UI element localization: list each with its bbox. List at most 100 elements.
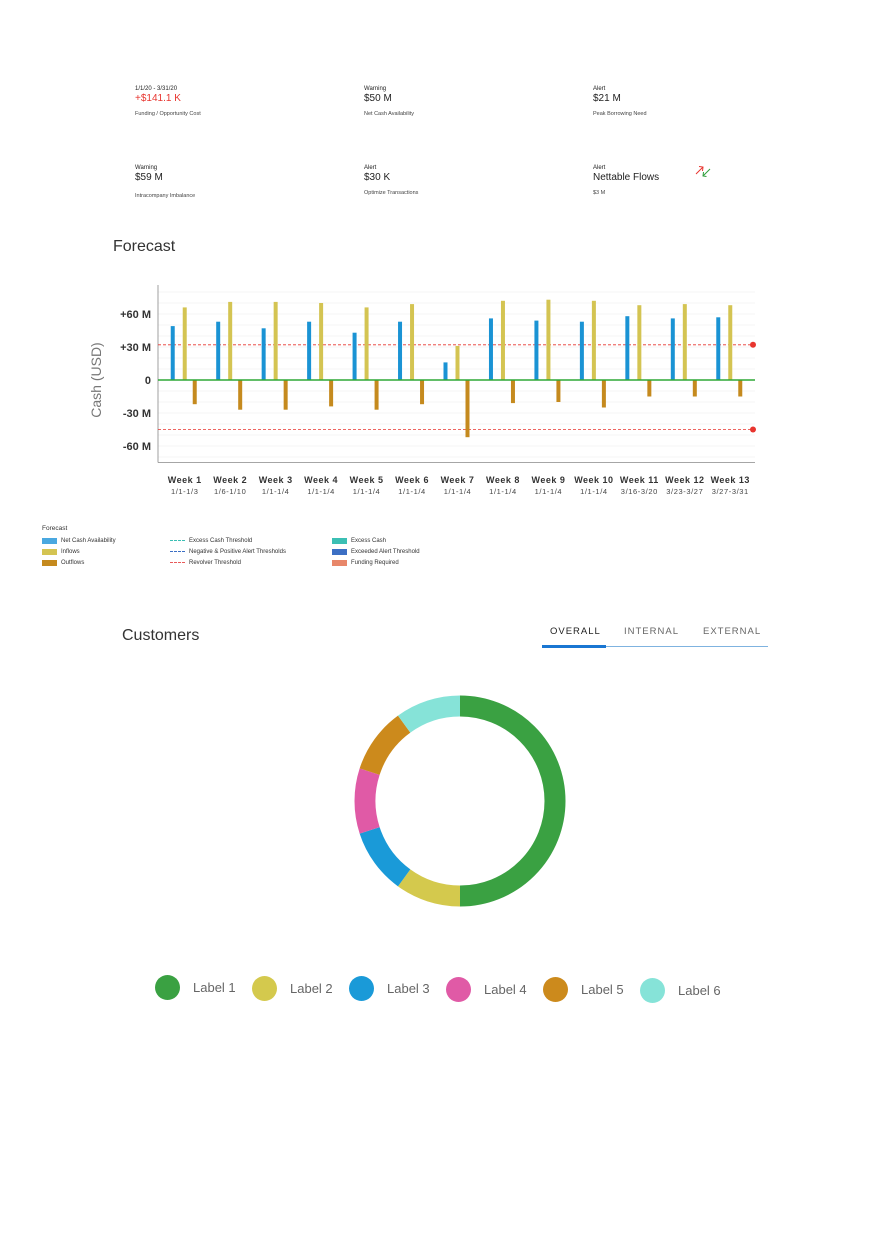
- bar-outflows: [420, 380, 425, 405]
- x-tick-label: Week 8: [486, 475, 520, 485]
- kpi-description: $3 M: [593, 190, 606, 197]
- legend-label: Revolver Threshold: [189, 559, 241, 566]
- bar-inflows: [546, 299, 551, 380]
- bar-outflows: [510, 380, 515, 404]
- tab-external[interactable]: EXTERNAL: [703, 626, 762, 637]
- x-tick-sublabel: 3/27-3/31: [712, 487, 749, 496]
- x-tick-sublabel: 1/1-1/4: [262, 487, 290, 496]
- legend-item[interactable]: Revolver Threshold: [170, 557, 241, 568]
- legend-label: Label 6: [678, 983, 721, 998]
- tab-overall[interactable]: OVERALL: [550, 626, 601, 637]
- legend-item[interactable]: Negative & Positive Alert Thresholds: [170, 546, 286, 557]
- donut-slice-2[interactable]: [397, 869, 461, 907]
- customers-legend-item[interactable]: Label 3: [349, 976, 430, 1002]
- x-tick-label: Week 5: [350, 475, 384, 485]
- legend-dot: [543, 977, 568, 1003]
- kpi-card[interactable]: Alert $30 K Optimize Transactions: [364, 165, 564, 196]
- kpi-description: Intracompany Imbalance: [135, 193, 196, 200]
- y-tick-label: -60 M: [123, 441, 151, 453]
- kpi-value: $50 M: [364, 92, 392, 104]
- bar-inflows: [410, 304, 415, 380]
- customers-title: Customers: [122, 627, 200, 644]
- customers-legend-item[interactable]: Label 4: [446, 976, 527, 1002]
- donut-slice-3[interactable]: [359, 826, 411, 887]
- x-tick-label: Week 6: [395, 475, 429, 485]
- kpi-card[interactable]: 1/1/20 - 3/31/20 +$141.1 K Funding / Oppor…: [135, 86, 335, 117]
- bar-net-cash-availability: [261, 328, 266, 380]
- donut-slice-1[interactable]: [459, 695, 566, 907]
- legend-dot: [252, 975, 277, 1001]
- forecast-title: Forecast: [113, 238, 176, 255]
- kpi-title: Alert: [593, 86, 606, 92]
- legend-title: Forecast: [42, 525, 68, 532]
- legend-item[interactable]: Net Cash Availability: [42, 535, 116, 546]
- bar-net-cash-availability: [670, 318, 675, 380]
- legend-label: Outflows: [61, 559, 85, 566]
- legend-item[interactable]: Inflows: [42, 546, 80, 557]
- bar-outflows: [556, 380, 561, 402]
- kpi-title: Warning: [364, 86, 387, 92]
- nettable-flows-icon: [695, 166, 711, 177]
- x-tick-sublabel: 1/1-1/4: [307, 487, 335, 496]
- bar-net-cash-availability: [443, 362, 448, 380]
- bar-outflows: [738, 380, 743, 397]
- donut-slice-6[interactable]: [397, 695, 461, 733]
- x-tick-label: Week 3: [259, 475, 293, 485]
- x-tick-label: Week 12: [665, 475, 704, 485]
- bar-net-cash-availability: [170, 326, 175, 380]
- legend-item[interactable]: Excess Cash: [332, 535, 386, 546]
- bar-inflows: [364, 307, 369, 380]
- legend-label: Exceeded Alert Threshold: [351, 548, 420, 555]
- kpi-card[interactable]: Alert $21 M Peak Borrowing Need: [593, 86, 793, 117]
- bar-net-cash-availability: [488, 318, 493, 380]
- bar-net-cash-availability: [352, 332, 357, 380]
- bar-inflows: [182, 307, 187, 380]
- bar-net-cash-availability: [534, 320, 539, 380]
- legend-label: Net Cash Availability: [61, 537, 116, 544]
- tab-internal[interactable]: INTERNAL: [624, 626, 679, 637]
- kpi-title: Alert: [593, 165, 606, 171]
- legend-item[interactable]: Outflows: [42, 557, 84, 568]
- legend-marker: [170, 562, 185, 563]
- customers-legend-item[interactable]: Label 5: [543, 977, 624, 1003]
- bar-outflows: [374, 380, 379, 410]
- bar-outflows: [647, 380, 652, 397]
- kpi-description: Net Cash Availability: [364, 111, 415, 118]
- bar-net-cash-availability: [398, 321, 403, 380]
- customers-legend-item[interactable]: Label 1: [155, 975, 236, 1000]
- legend-item[interactable]: Funding Required: [332, 557, 399, 568]
- legend-marker: [42, 559, 57, 566]
- legend-label: Label 3: [387, 981, 430, 997]
- bar-inflows: [455, 345, 460, 380]
- kpi-card[interactable]: Warning $59 M Intracompany Imbalance: [135, 165, 335, 199]
- x-tick-label: Week 10: [574, 475, 613, 485]
- bar-outflows: [692, 380, 697, 397]
- bar-inflows: [591, 300, 596, 380]
- legend-item[interactable]: Excess Cash Threshold: [170, 535, 252, 546]
- customers-legend: Label 1 Label 2 Label 3 Label 4 Label 5 Label…: [155, 975, 755, 1005]
- bar-net-cash-availability: [307, 321, 312, 380]
- kpi-value: $59 M: [135, 171, 163, 183]
- legend-label: Excess Cash: [351, 537, 387, 544]
- x-tick-sublabel: 1/1-1/4: [398, 487, 426, 496]
- x-tick-label: Week 7: [441, 475, 475, 485]
- legend-dot: [155, 975, 180, 1000]
- customers-legend-item[interactable]: Label 2: [252, 975, 333, 1001]
- legend-item[interactable]: Exceeded Alert Threshold: [332, 546, 420, 557]
- donut-slice-5[interactable]: [359, 715, 411, 776]
- kpi-card[interactable]: Warning $50 M Net Cash Availability: [364, 86, 564, 117]
- customers-legend-item[interactable]: Label 6: [640, 978, 721, 1003]
- y-tick-label: 0: [145, 375, 151, 387]
- kpi-card[interactable]: Alert Nettable Flows $3 M: [593, 165, 793, 196]
- x-tick-sublabel: 1/1-1/4: [489, 487, 517, 496]
- legend-label: Negative & Positive Alert Thresholds: [189, 548, 286, 555]
- legend-marker: [42, 537, 57, 544]
- legend-label: Inflows: [61, 548, 80, 555]
- forecast-chart: +60 M +30 M 0 -30 M -60 M Cash (USD) Week 1 1/1…: [88, 285, 756, 496]
- legend-label: Label 5: [581, 982, 624, 998]
- bar-outflows: [601, 380, 606, 408]
- legend-label: Label 2: [290, 980, 333, 996]
- bar-inflows: [682, 304, 687, 380]
- legend-dot: [349, 976, 374, 1002]
- donut-slice-4[interactable]: [354, 768, 380, 834]
